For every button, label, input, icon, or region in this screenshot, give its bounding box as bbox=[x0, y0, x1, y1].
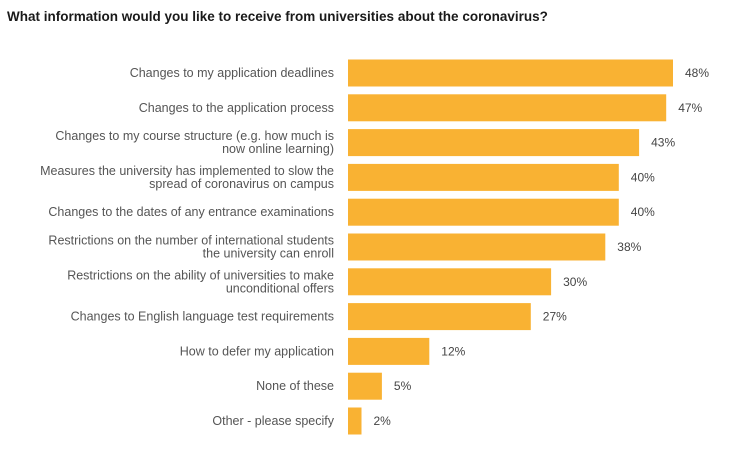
value-label-8: 12% bbox=[441, 344, 465, 358]
value-label-2: 43% bbox=[651, 136, 675, 150]
value-label-7: 27% bbox=[543, 310, 567, 324]
bar-6 bbox=[348, 268, 552, 296]
bar-1 bbox=[348, 94, 667, 122]
bar-4 bbox=[348, 198, 619, 226]
bar-10 bbox=[348, 407, 362, 435]
value-label-6: 30% bbox=[563, 275, 587, 289]
category-label-2-line-0: Changes to my course structure (e.g. how… bbox=[55, 129, 334, 143]
bar-9 bbox=[348, 372, 382, 400]
value-label-9: 5% bbox=[394, 379, 412, 393]
category-label-9: None of these bbox=[256, 379, 334, 393]
category-label-10: Other - please specify bbox=[212, 414, 334, 428]
category-label-5-line-0: Restrictions on the number of internatio… bbox=[48, 234, 334, 248]
category-label-6-line-1: unconditional offers bbox=[226, 281, 334, 295]
category-label-4: Changes to the dates of any entrance exa… bbox=[48, 205, 334, 219]
bar-3 bbox=[348, 163, 619, 191]
category-label-8: How to defer my application bbox=[180, 344, 334, 358]
category-label-5-line-1: the university can enroll bbox=[203, 247, 334, 261]
bar-2 bbox=[348, 129, 640, 157]
category-label-1: Changes to the application process bbox=[139, 101, 334, 115]
category-label-0: Changes to my application deadlines bbox=[130, 66, 334, 80]
bar-8 bbox=[348, 337, 430, 365]
category-label-3-line-0: Measures the university has implemented … bbox=[40, 164, 334, 178]
category-label-3-line-1: spread of coronavirus on campus bbox=[149, 177, 334, 191]
category-label-6-line-0: Restrictions on the ability of universit… bbox=[67, 268, 334, 282]
bar-0 bbox=[348, 59, 673, 87]
category-label-7: Changes to English language test require… bbox=[71, 310, 334, 324]
bar-5 bbox=[348, 233, 606, 261]
value-label-0: 48% bbox=[685, 66, 709, 80]
value-label-3: 40% bbox=[631, 170, 655, 184]
bar-7 bbox=[348, 303, 531, 331]
chart-title: What information would you like to recei… bbox=[7, 9, 548, 24]
category-label-2-line-1: now online learning) bbox=[222, 142, 334, 156]
value-label-1: 47% bbox=[678, 101, 702, 115]
value-label-10: 2% bbox=[374, 414, 392, 428]
value-label-4: 40% bbox=[631, 205, 655, 219]
value-label-5: 38% bbox=[617, 240, 641, 254]
